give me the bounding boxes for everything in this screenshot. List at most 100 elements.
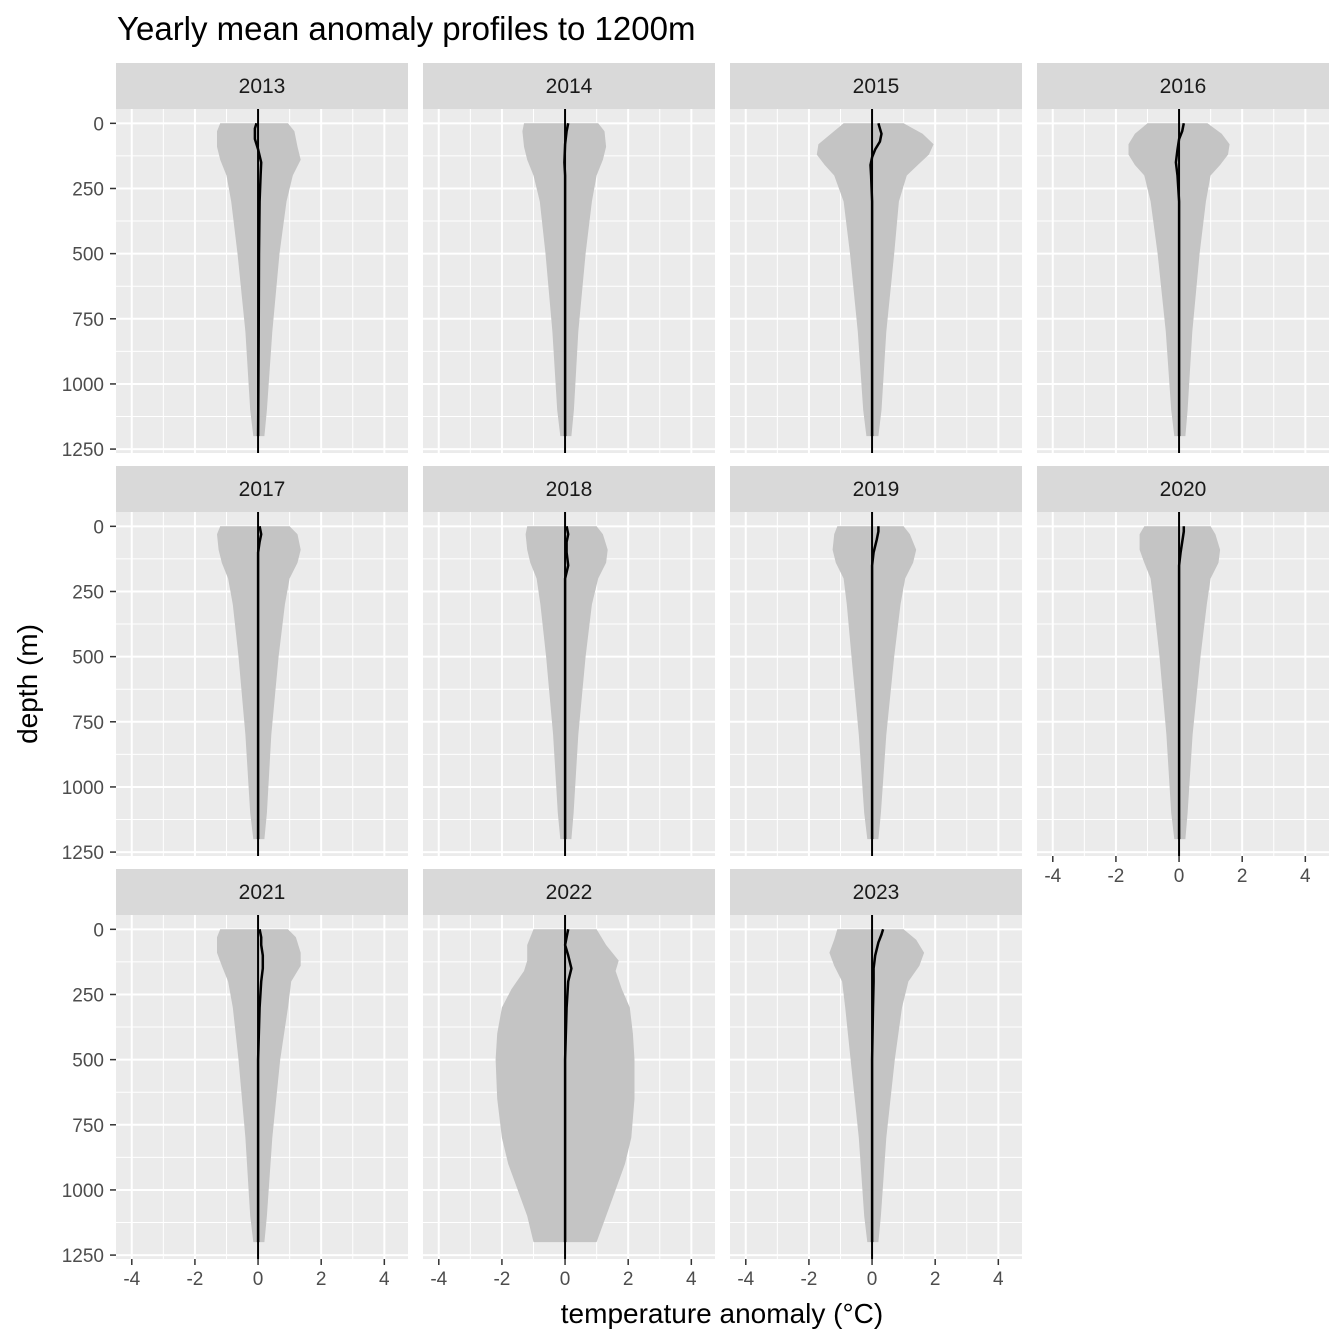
facet-2014: 2014 [423,63,715,453]
x-tick-label: -4 [123,1269,140,1290]
y-tick-label: 500 [72,648,104,669]
y-axis-row-1: 0 250 500 750 1000 1250 [62,114,116,461]
y-tick-label: 750 [72,713,104,734]
y-tick-label: 1000 [62,778,104,799]
facet-strip [116,466,408,512]
x-axes: -4 -2 0 2 4 -4 -2 0 2 4 -4 -2 0 2 4 -4 -2 0 2 4 [123,856,1311,1290]
x-tick-label: -4 [430,1269,447,1290]
facet-strip [116,869,408,915]
facet-strip-label: 2020 [1160,478,1207,501]
anomaly-envelope [525,526,608,840]
facet-2019: 2019 [730,466,1022,856]
facet-2018: 2018 [423,466,715,856]
facet-strip [730,63,1022,109]
y-tick-label: 250 [72,179,104,200]
facet-2021: 2021 [116,869,408,1259]
y-tick-label: 0 [93,517,104,538]
mean-profile-line [563,929,573,1243]
x-tick-label: 4 [1300,866,1311,887]
facet-strip-label: 2018 [546,478,593,501]
facet-strip-label: 2017 [239,478,286,501]
x-axis-title: temperature anomaly (°C) [561,1298,883,1329]
x-tick-label: 0 [253,1269,264,1290]
y-axis-row-2: 0 250 500 750 1000 1250 [62,517,116,864]
y-axes: 0 250 500 750 1000 1250 0 250 500 750 1000 1250 0 250… [62,114,116,1267]
x-tick-label: 2 [1237,866,1248,887]
facet-strip-label: 2015 [853,75,900,98]
facet-2013: 2013 [116,63,408,453]
y-tick-label: 500 [72,245,104,266]
mean-profile-line [563,123,570,437]
x-tick-label: 0 [867,1269,878,1290]
y-tick-label: 1000 [62,375,104,396]
facet-strip [730,869,1022,915]
facet-strip-label: 2016 [1160,75,1207,98]
facet-strip [1037,466,1329,512]
x-tick-label: 0 [1174,866,1185,887]
x-axis-col-2: -4 -2 0 2 4 [430,1259,697,1290]
x-tick-label: -2 [186,1269,203,1290]
y-tick-label: 1250 [62,440,104,461]
x-tick-label: 4 [993,1269,1004,1290]
anomaly-envelope [832,526,917,840]
x-axis-col-4: -4 -2 0 2 4 [1044,856,1311,887]
x-tick-label: -4 [737,1269,754,1290]
facet-strip-label: 2021 [239,881,286,904]
x-axis-col-1: -4 -2 0 2 4 [123,1259,390,1290]
facet-2023: 2023 [730,869,1022,1259]
mean-profile-line [563,526,570,840]
x-tick-label: 2 [623,1269,634,1290]
facet-strip [423,63,715,109]
mean-profile-line [256,929,265,1243]
facet-strip [423,869,715,915]
mean-profile-line [253,122,263,437]
y-tick-label: 1250 [62,1246,104,1267]
y-tick-label: 1250 [62,843,104,864]
y-tick-label: 0 [93,114,104,135]
x-tick-label: -2 [800,1269,817,1290]
facet-strip [1037,63,1329,109]
y-tick-label: 0 [93,920,104,941]
facet-2020: 2020 [1037,466,1329,856]
y-tick-label: 750 [72,1116,104,1137]
y-tick-label: 250 [72,582,104,603]
y-axis-title: depth (m) [12,624,43,744]
facet-panels: 2013 2014 2015 2016 2017 2018 2019 2020 2021 2022… [116,63,1329,1259]
x-tick-label: 2 [316,1269,327,1290]
y-axis-row-3: 0 250 500 750 1000 1250 [62,920,116,1267]
facet-strip-label: 2023 [853,881,900,904]
x-tick-label: -2 [1107,866,1124,887]
x-axis-col-3: -4 -2 0 2 4 [737,1259,1004,1290]
chart-title: Yearly mean anomaly profiles to 1200m [117,10,695,47]
mean-profile-line [869,122,883,437]
y-tick-label: 500 [72,1051,104,1072]
mean-profile-line [1177,526,1186,840]
facet-strip [116,63,408,109]
y-tick-label: 750 [72,310,104,331]
facet-strip [730,466,1022,512]
x-tick-label: 4 [686,1269,697,1290]
x-tick-label: 4 [379,1269,390,1290]
anomaly-envelope [816,123,934,437]
x-tick-label: -4 [1044,866,1061,887]
facet-strip-label: 2022 [546,881,593,904]
mean-profile-line [256,526,263,840]
facet-strip [423,466,715,512]
x-tick-label: 2 [930,1269,941,1290]
mean-profile-line [870,928,885,1243]
mean-profile-line [870,526,880,840]
x-tick-label: 0 [560,1269,571,1290]
facet-2016: 2016 [1037,63,1329,453]
mean-profile-line [1174,123,1186,437]
facet-strip-label: 2019 [853,478,900,501]
facet-2015: 2015 [730,63,1022,453]
anomaly-envelope [829,929,925,1243]
facet-2022: 2022 [423,869,715,1259]
y-tick-label: 1000 [62,1181,104,1202]
facet-strip-label: 2013 [239,75,286,98]
x-tick-label: -2 [493,1269,510,1290]
facet-2017: 2017 [116,466,408,856]
y-tick-label: 250 [72,985,104,1006]
facet-strip-label: 2014 [546,75,593,98]
